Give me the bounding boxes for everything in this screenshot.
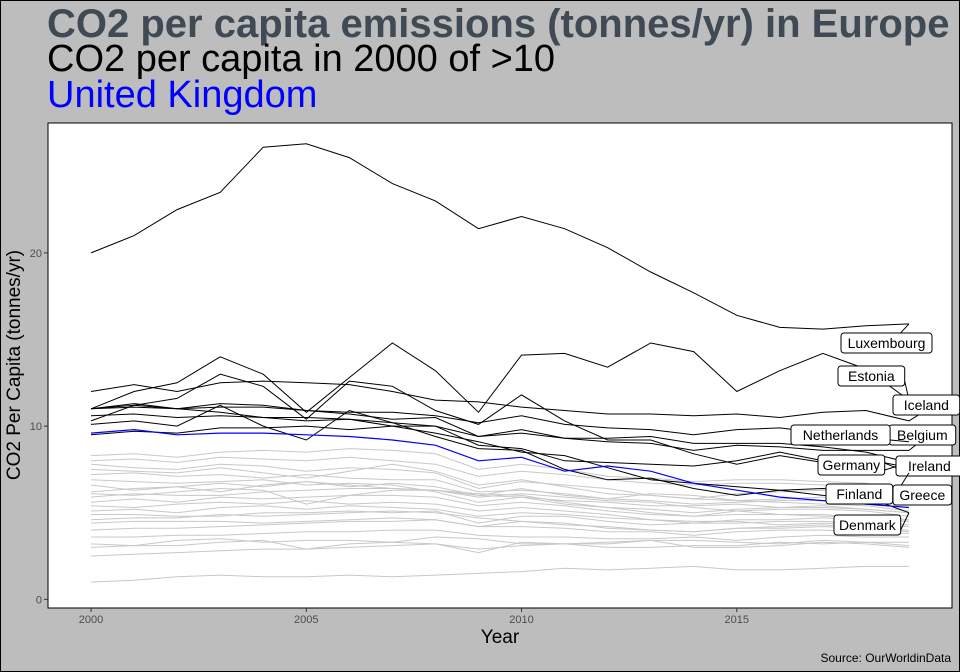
series-line-finland [90,373,910,474]
highlighted-series-label: United Kingdom [47,74,318,116]
series-line-other-18 [90,481,910,505]
y-tick-label: 10 [30,421,42,433]
label-box-luxembourg [840,332,933,354]
labeled-series-lines [90,143,910,514]
label-text-finland: Finland [836,486,882,502]
chart-title: CO2 per capita emissions (tonnes/yr) in … [47,2,950,46]
y-axis-label: CO2 Per Capita (tonnes/yr) [4,250,25,480]
series-line-netherlands [90,406,910,443]
label-text-estonia: Estonia [848,368,895,384]
source-caption: Source: OurWorldinData [820,651,952,665]
label-box-greece [892,484,953,506]
series-line-other-14 [90,463,910,503]
series-line-other-22 [90,500,910,524]
label-text-netherlands: Netherlands [803,427,879,443]
x-tick-label: 2005 [294,614,318,626]
axes: 2000 2005 2010 2015 0 10 20 [30,248,749,626]
series-line-other-19 [90,487,910,514]
series-line-iceland [90,380,910,422]
x-tick-label: 2000 [79,614,103,626]
label-text-iceland: Iceland [904,397,949,413]
label-text-luxembourg: Luxembourg [848,335,926,351]
label-box-germany [817,454,886,476]
series-line-germany [90,413,910,463]
label-box-netherlands [790,424,891,446]
series-line-united-kingdom [90,428,910,509]
series-line-other-20 [90,488,910,514]
label-text-germany: Germany [823,457,881,473]
label-leader-denmark [900,512,910,531]
series-line-estonia [90,342,910,414]
x-axis-label: Year [481,627,520,648]
label-box-estonia [837,365,906,387]
label-box-ireland [895,455,960,477]
highlighted-series-lines [90,428,910,509]
series-line-other-31 [90,541,910,557]
series-labels: Luxembourg Estonia Iceland Belgium Netherlan… [790,323,960,536]
series-line-other-17 [90,481,910,522]
series-line-other-11 [90,448,910,491]
series-line-other-32 [90,565,909,583]
x-tick-label: 2010 [509,614,533,626]
x-tick-label: 2015 [725,614,749,626]
y-tick-label: 0 [36,594,42,606]
series-line-other-28 [91,529,909,541]
background-series-lines [90,448,910,583]
label-text-belgium: Belgium [897,427,948,443]
series-line-other-27 [90,519,910,536]
series-line-other-29 [90,536,909,547]
series-line-other-15 [90,472,910,508]
series-line-other-13 [90,463,910,512]
series-line-belgium [90,403,909,451]
label-leader-netherlands [890,439,909,443]
series-line-greece [90,425,910,500]
y-tick-label: 20 [30,248,42,260]
series-line-denmark [90,404,910,514]
label-text-greece: Greece [899,487,945,503]
series-line-other-25 [90,510,910,533]
series-line-other-16 [90,479,910,517]
label-text-denmark: Denmark [839,517,897,533]
series-line-other-21 [90,494,910,521]
series-line-luxembourg [90,143,910,330]
label-box-denmark [833,514,902,536]
label-text-ireland: Ireland [908,458,951,474]
chart-subtitle: CO2 per capita in 2000 of >10 [47,38,556,80]
series-line-other-23 [90,505,910,528]
series-line-other-26 [90,517,910,533]
series-line-other-12 [90,456,910,493]
